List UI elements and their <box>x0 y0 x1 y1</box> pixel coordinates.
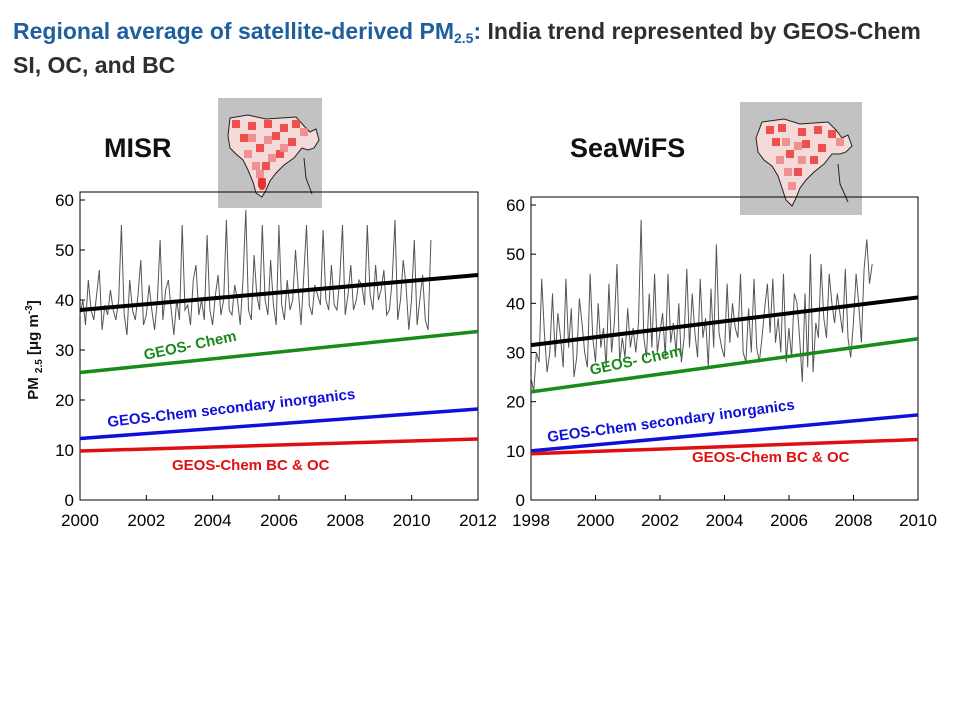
misr-observed-series <box>79 209 432 336</box>
misr-trend-total <box>79 273 479 312</box>
seawifs-observed-series <box>530 219 873 392</box>
title-part3: India trend represented by GEOS-Chem SI,… <box>13 18 921 78</box>
misr-trend-si <box>79 407 479 441</box>
misr-xtick-label: 2010 <box>393 511 431 530</box>
misr-xtick-label: 2012 <box>459 511 497 530</box>
misr-ytick-label: 50 <box>55 241 74 260</box>
title-subscript: 2.5 <box>453 30 474 46</box>
seawifs-ytick-label: 50 <box>506 245 525 264</box>
misr-ytick-label: 30 <box>55 341 74 360</box>
seawifs-ytick-label: 0 <box>516 491 525 510</box>
misr-ytick-label: 20 <box>55 391 74 410</box>
slide-title: Regional average of satellite-derived PM… <box>13 14 953 82</box>
seawifs-xtick-label: 2010 <box>899 511 937 530</box>
title-part2: : <box>473 18 488 44</box>
misr-trend-geos <box>79 329 479 375</box>
seawifs-xtick-label: 2002 <box>641 511 679 530</box>
seawifs-ytick-label: 20 <box>506 393 525 412</box>
seawifs-trend-bcoc <box>530 437 919 456</box>
seawifs-label-bcoc: GEOS-Chem BC & OC <box>692 449 850 466</box>
india-map-inset-misr <box>218 98 322 208</box>
india-map-inset-seawifs <box>740 102 862 215</box>
title-part1: Regional average of satellite-derived PM <box>13 18 454 44</box>
seawifs-xtick-label: 2004 <box>706 511 744 530</box>
seawifs-trend-geos <box>530 336 919 394</box>
panel-title-misr: MISR <box>104 133 172 163</box>
seawifs-ytick-label: 40 <box>506 294 525 313</box>
misr-trend-bcoc <box>79 437 479 453</box>
seawifs-xtick-label: 2008 <box>835 511 873 530</box>
misr-xtick-label: 2002 <box>127 511 165 530</box>
misr-ytick-label: 60 <box>55 191 74 210</box>
seawifs-ytick-label: 30 <box>506 344 525 363</box>
seawifs-xtick-label: 2006 <box>770 511 808 530</box>
panel-title-seawifs: SeaWiFS <box>570 133 686 163</box>
misr-xtick-label: 2004 <box>194 511 232 530</box>
seawifs-ytick-label: 10 <box>506 442 525 461</box>
misr-ytick-label: 40 <box>55 291 74 310</box>
misr-ytick-label: 10 <box>55 441 74 460</box>
misr-ytick-label: 0 <box>65 491 74 510</box>
seawifs-trend-si <box>530 413 919 453</box>
seawifs-xtick-label: 2000 <box>577 511 615 530</box>
misr-xtick-label: 2000 <box>61 511 99 530</box>
seawifs-ytick-label: 60 <box>506 196 525 215</box>
misr-xtick-label: 2006 <box>260 511 298 530</box>
misr-label-bcoc: GEOS-Chem BC & OC <box>172 457 330 474</box>
seawifs-trend-total <box>530 295 919 348</box>
seawifs-xtick-label: 1998 <box>512 511 550 530</box>
misr-xtick-label: 2008 <box>326 511 364 530</box>
